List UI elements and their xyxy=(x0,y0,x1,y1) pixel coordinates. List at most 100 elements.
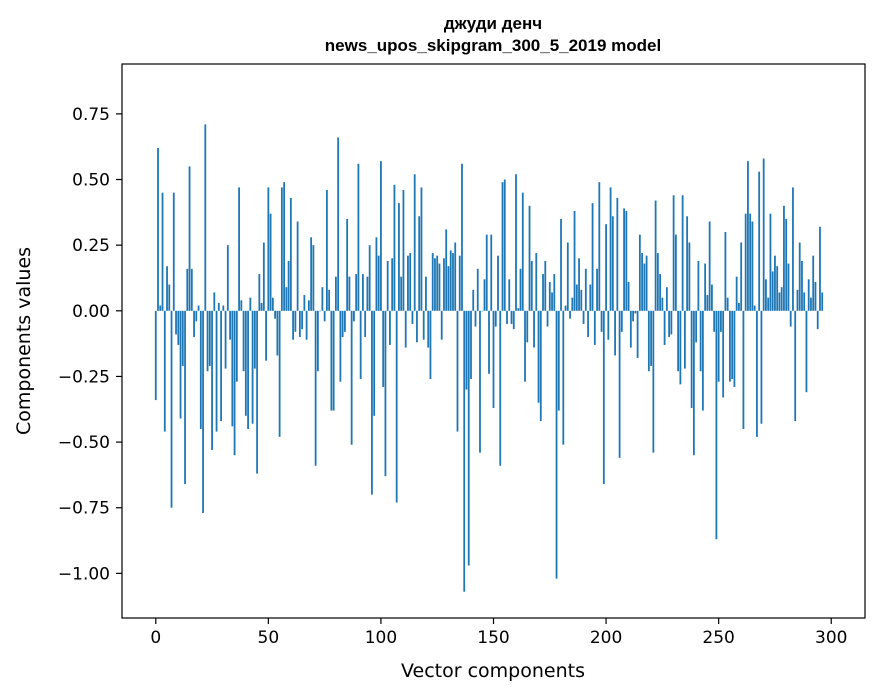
bar-271 xyxy=(765,279,767,311)
bar-204 xyxy=(614,310,616,356)
bar-143 xyxy=(476,268,479,311)
bar-217 xyxy=(643,263,646,311)
bar-165 xyxy=(526,310,529,343)
bar-22 xyxy=(204,124,207,311)
bar-234 xyxy=(681,195,684,311)
bar-33 xyxy=(229,310,231,340)
bar-292 xyxy=(812,255,815,311)
bar-121 xyxy=(427,310,430,348)
bar-119 xyxy=(422,310,425,340)
bar-231 xyxy=(674,234,677,311)
bar-175 xyxy=(548,281,551,311)
bar-286 xyxy=(798,242,801,311)
bar-105 xyxy=(391,258,394,311)
bar-152 xyxy=(497,255,499,311)
bar-247 xyxy=(711,284,713,311)
bar-288 xyxy=(803,292,806,311)
y-tick-label: −1.00 xyxy=(58,564,110,584)
bar-138 xyxy=(465,310,468,390)
bar-237 xyxy=(688,242,691,311)
y-tick-label: −0.75 xyxy=(58,499,110,519)
bar-241 xyxy=(697,260,700,311)
bar-31 xyxy=(224,310,227,369)
bar-10 xyxy=(177,310,180,345)
bar-183 xyxy=(566,242,569,311)
bar-28 xyxy=(217,302,220,311)
bar-205 xyxy=(616,197,619,311)
bar-72 xyxy=(316,310,319,372)
bar-81 xyxy=(337,137,340,311)
bar-235 xyxy=(683,310,686,369)
bar-13 xyxy=(184,310,186,485)
bar-120 xyxy=(425,276,427,311)
bar-133 xyxy=(454,242,457,311)
bar-155 xyxy=(503,179,506,311)
bar-280 xyxy=(785,218,788,311)
bar-268 xyxy=(758,171,761,311)
bar-108 xyxy=(398,203,400,311)
bar-100 xyxy=(380,161,382,311)
bar-55 xyxy=(278,310,281,437)
bar-107 xyxy=(395,310,398,503)
bar-19 xyxy=(197,305,200,311)
x-tick-label: 100 xyxy=(365,628,397,648)
bar-56 xyxy=(280,187,283,311)
bar-106 xyxy=(393,184,396,311)
bar-95 xyxy=(368,245,371,311)
bar-40 xyxy=(244,310,247,416)
bar-260 xyxy=(740,242,743,311)
bar-209 xyxy=(625,211,628,311)
bar-54 xyxy=(276,310,279,356)
bar-64 xyxy=(298,310,301,338)
bar-71 xyxy=(314,310,317,466)
bar-0 xyxy=(154,310,157,401)
bar-132 xyxy=(452,253,454,311)
bar-25 xyxy=(211,310,213,450)
bar-290 xyxy=(807,279,810,311)
bar-21 xyxy=(202,310,204,513)
bar-79 xyxy=(332,310,335,411)
bar-61 xyxy=(292,310,295,340)
bar-279 xyxy=(783,205,785,311)
bar-77 xyxy=(328,289,331,311)
bar-215 xyxy=(638,234,641,311)
bar-274 xyxy=(771,271,774,311)
bar-203 xyxy=(611,216,614,311)
x-tick-label: 150 xyxy=(477,628,509,648)
y-tick-label: 0.00 xyxy=(72,302,110,322)
bar-158 xyxy=(510,310,513,324)
bar-173 xyxy=(544,260,547,311)
bar-97 xyxy=(373,310,376,416)
bar-60 xyxy=(289,197,292,311)
bar-199 xyxy=(602,310,605,485)
bar-135 xyxy=(458,255,461,311)
bar-38 xyxy=(240,300,243,311)
bar-270 xyxy=(762,158,765,311)
bar-129 xyxy=(445,229,448,311)
bar-196 xyxy=(596,268,598,311)
bar-184 xyxy=(569,310,571,319)
bar-37 xyxy=(238,187,240,311)
bar-124 xyxy=(434,258,436,311)
bar-88 xyxy=(353,310,355,322)
bar-202 xyxy=(609,187,612,311)
bar-8 xyxy=(172,192,175,311)
bar-212 xyxy=(632,310,634,322)
bar-223 xyxy=(656,253,659,311)
x-tick-label: 250 xyxy=(702,628,734,648)
bar-144 xyxy=(479,310,481,453)
bar-221 xyxy=(652,310,655,453)
bar-197 xyxy=(598,182,601,311)
bar-140 xyxy=(470,310,472,380)
bar-12 xyxy=(181,310,184,366)
bar-278 xyxy=(780,287,783,311)
bar-78 xyxy=(330,310,333,411)
bar-85 xyxy=(346,218,349,311)
bar-227 xyxy=(665,287,668,311)
bar-296 xyxy=(821,292,824,311)
bar-289 xyxy=(805,310,808,393)
bar-167 xyxy=(530,260,533,311)
bar-256 xyxy=(731,310,734,380)
bar-219 xyxy=(647,310,650,372)
chart-subtitle: news_upos_skipgram_300_5_2019 model xyxy=(325,36,661,55)
